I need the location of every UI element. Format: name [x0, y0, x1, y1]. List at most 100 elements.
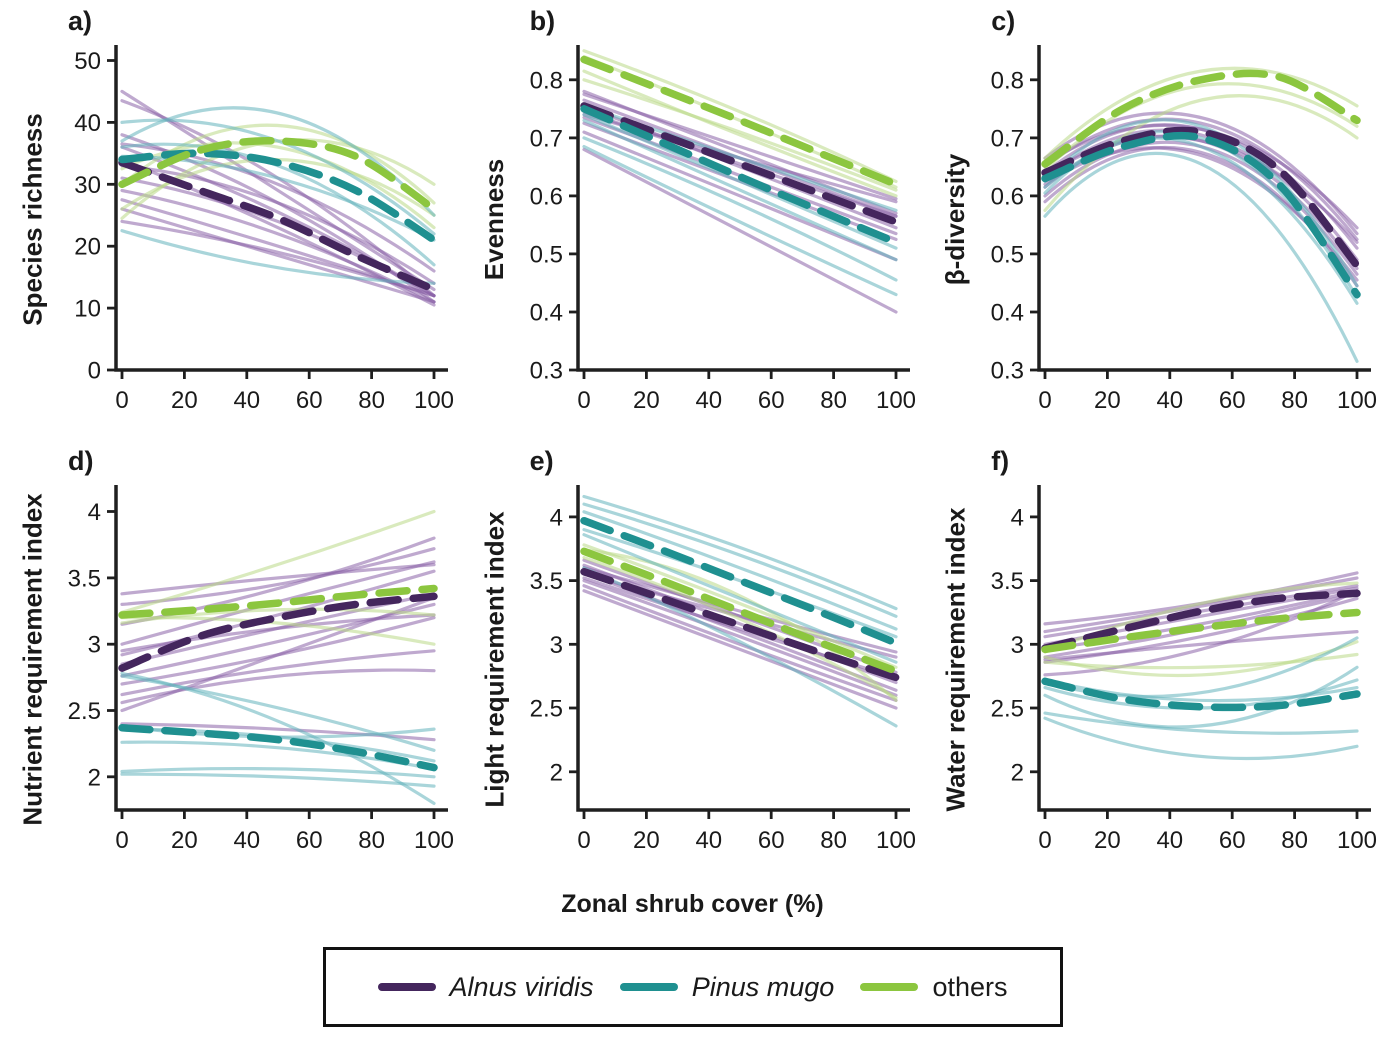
legend-item-others: others	[860, 971, 1008, 1003]
svg-text:60: 60	[296, 387, 323, 414]
svg-text:40: 40	[695, 387, 722, 414]
svg-text:0.6: 0.6	[529, 183, 562, 210]
svg-text:60: 60	[1219, 387, 1246, 414]
svg-text:40: 40	[74, 110, 101, 137]
panel-c-beta-diversity: c) β-diversity 0 20 40 60 80 100 0.3 0.4 0.5 0.6 0…	[923, 0, 1385, 440]
svg-text:100: 100	[414, 387, 454, 414]
panel-f-water-index: f) Water requirement index 0 20 40 60 80 100 2…	[923, 440, 1385, 880]
svg-text:20: 20	[74, 234, 101, 261]
svg-text:20: 20	[1094, 387, 1121, 414]
panel-d-letter: d)	[68, 446, 94, 476]
legend-item-pinus-mugo: Pinus mugo	[619, 971, 835, 1003]
pinus-mugo-line-swatch	[619, 983, 678, 991]
svg-text:2.5: 2.5	[529, 696, 562, 723]
panel-b-ylabel: Evenness	[479, 158, 510, 280]
svg-text:30: 30	[74, 172, 101, 199]
svg-text:0.4: 0.4	[991, 300, 1024, 327]
svg-text:4: 4	[549, 504, 562, 531]
svg-text:4: 4	[1011, 504, 1024, 531]
svg-text:2: 2	[549, 759, 562, 786]
panel-b-evenness: b) Evenness 0 20 40 60 80 100 0.3 0.4 0.5 0.6 0.7 0…	[462, 0, 924, 440]
plot-f: 0 20 40 60 80 100 2 2.5 3 3.5 4	[991, 485, 1377, 854]
legend-item-alnus-viridis: Alnus viridis	[377, 971, 594, 1003]
svg-text:0.7: 0.7	[991, 125, 1024, 152]
svg-text:10: 10	[74, 296, 101, 323]
svg-text:0.8: 0.8	[529, 67, 562, 94]
svg-text:0: 0	[115, 827, 128, 854]
panel-a-ylabel: Species richness	[17, 112, 48, 326]
plot-d: 0 20 40 60 80 100 2 2.5 3 3.5 4	[68, 485, 454, 854]
panel-b-letter: b)	[529, 6, 556, 36]
svg-text:40: 40	[233, 827, 260, 854]
svg-text:4: 4	[88, 499, 101, 526]
svg-text:0: 0	[577, 827, 590, 854]
plot-e: 0 20 40 60 80 100 2 2.5 3 3.5 4	[529, 485, 916, 854]
panel-f-ylabel: Water requirement index	[940, 507, 971, 811]
legend-label-others: others	[932, 971, 1008, 1002]
svg-text:60: 60	[757, 387, 784, 414]
svg-text:60: 60	[296, 827, 323, 854]
svg-text:40: 40	[695, 827, 722, 854]
svg-text:60: 60	[1219, 827, 1246, 854]
panel-f-letter: f)	[991, 446, 1010, 476]
svg-text:0.5: 0.5	[991, 241, 1024, 268]
panel-a-species-richness: a) Species richness 0 20 40 60 80 100 0 10 20 30 4…	[0, 0, 462, 440]
svg-text:100: 100	[876, 387, 916, 414]
svg-text:3: 3	[549, 632, 562, 659]
panel-c-ylabel: β-diversity	[940, 153, 971, 285]
svg-text:80: 80	[358, 827, 385, 854]
panel-e-letter: e)	[529, 446, 554, 476]
svg-text:0: 0	[577, 387, 590, 414]
svg-text:0.8: 0.8	[991, 67, 1024, 94]
svg-text:0.3: 0.3	[529, 358, 562, 385]
legend: Alnus viridis Pinus mugo others	[322, 947, 1063, 1027]
svg-text:3: 3	[88, 632, 101, 659]
plot-b: 0 20 40 60 80 100 0.3 0.4 0.5 0.6 0.7 0.8	[529, 45, 916, 414]
svg-text:40: 40	[233, 387, 260, 414]
svg-text:0: 0	[115, 387, 128, 414]
svg-text:2: 2	[1011, 759, 1024, 786]
legend-label-alnus-viridis: Alnus viridis	[449, 971, 594, 1002]
svg-text:50: 50	[74, 48, 101, 75]
panel-a-letter: a)	[68, 6, 93, 36]
svg-text:20: 20	[633, 387, 660, 414]
svg-text:20: 20	[633, 827, 660, 854]
svg-text:0.7: 0.7	[529, 125, 562, 152]
svg-text:3: 3	[1011, 632, 1024, 659]
svg-text:100: 100	[1337, 387, 1377, 414]
svg-text:3.5: 3.5	[991, 568, 1024, 595]
svg-text:80: 80	[1281, 387, 1308, 414]
svg-text:40: 40	[1157, 387, 1184, 414]
svg-text:0.4: 0.4	[529, 300, 562, 327]
panel-c-letter: c)	[991, 6, 1016, 36]
legend-label-pinus-mugo: Pinus mugo	[691, 971, 835, 1002]
svg-text:2.5: 2.5	[991, 696, 1024, 723]
svg-text:100: 100	[876, 827, 916, 854]
panel-d-ylabel: Nutrient requirement index	[17, 492, 48, 826]
panel-e-ylabel: Light requirement index	[479, 510, 510, 808]
plot-a: 0 20 40 60 80 100 0 10 20 30 40 50	[74, 45, 454, 414]
svg-text:80: 80	[820, 827, 847, 854]
svg-text:2.5: 2.5	[68, 698, 101, 725]
svg-text:20: 20	[171, 387, 198, 414]
svg-text:80: 80	[358, 387, 385, 414]
svg-text:0.6: 0.6	[991, 183, 1024, 210]
svg-text:0: 0	[88, 358, 101, 385]
svg-text:100: 100	[414, 827, 454, 854]
plot-c: 0 20 40 60 80 100 0.3 0.4 0.5 0.6 0.7 0.8	[991, 45, 1377, 414]
svg-text:3.5: 3.5	[68, 565, 101, 592]
others-line-swatch	[860, 983, 919, 991]
svg-text:20: 20	[171, 827, 198, 854]
svg-text:0.3: 0.3	[991, 358, 1024, 385]
panel-e-light-index: e) Light requirement index 0 20 40 60 80 100 2…	[462, 440, 924, 880]
svg-text:60: 60	[757, 827, 784, 854]
svg-text:2: 2	[88, 764, 101, 791]
svg-text:3.5: 3.5	[529, 568, 562, 595]
svg-text:40: 40	[1157, 827, 1184, 854]
panel-grid: a) Species richness 0 20 40 60 80 100 0 10 20 30 4…	[0, 0, 1385, 880]
svg-text:80: 80	[820, 387, 847, 414]
x-axis-label: Zonal shrub cover (%)	[561, 890, 824, 918]
svg-text:0: 0	[1039, 827, 1052, 854]
svg-text:20: 20	[1094, 827, 1121, 854]
